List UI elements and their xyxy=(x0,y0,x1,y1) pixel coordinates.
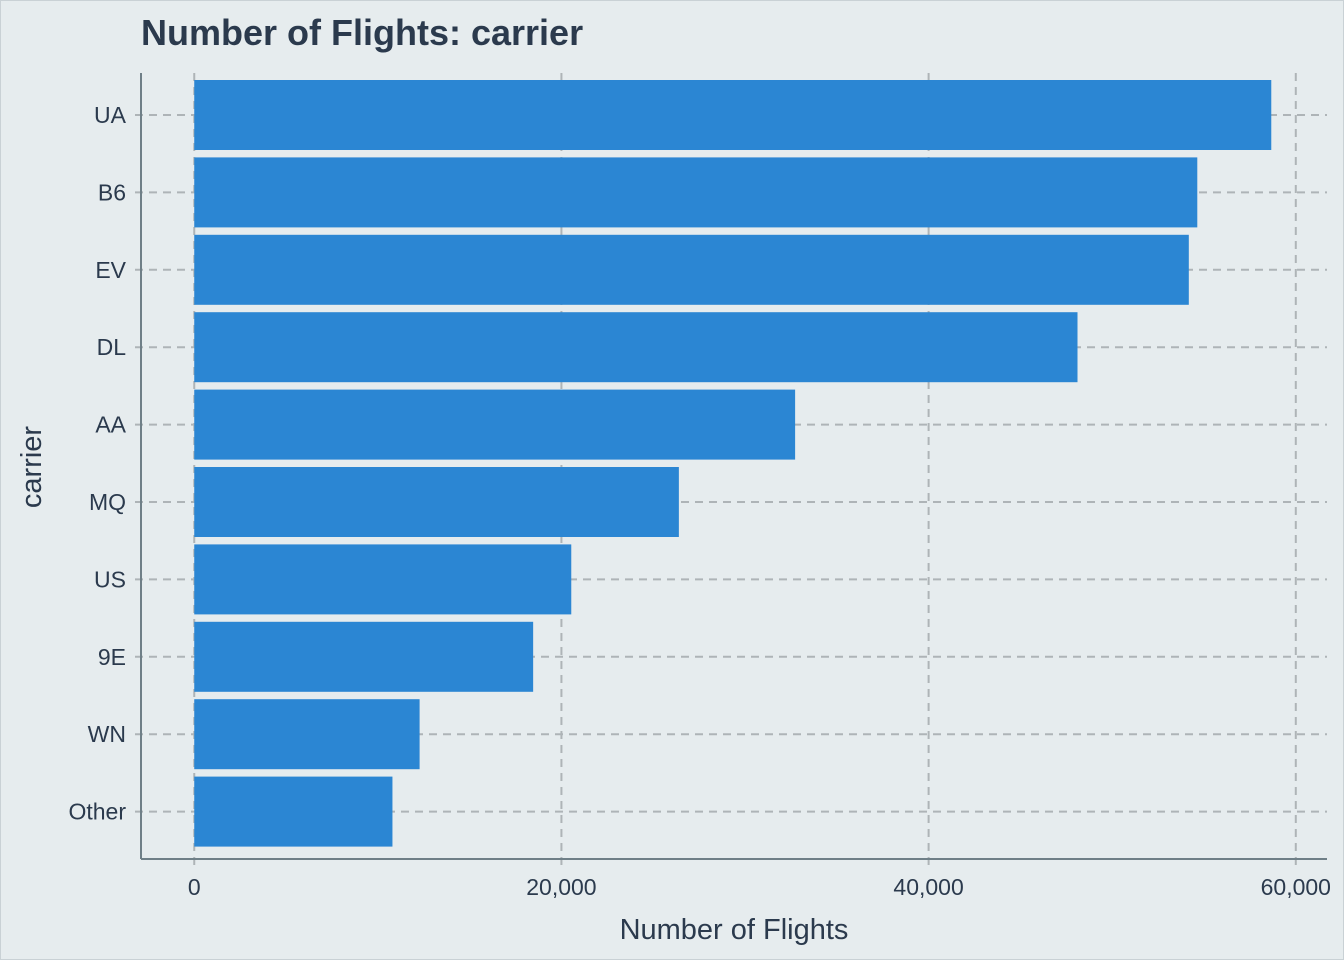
x-axis-title: Number of Flights xyxy=(620,914,849,946)
x-tick-labels: 0 20,000 40,000 60,000 xyxy=(188,874,1331,900)
chart-title: Number of Flights: carrier xyxy=(141,12,583,53)
y-tick-labels: UA B6 EV DL AA MQ US 9E WN Other xyxy=(68,102,126,825)
y-tick-label-aa: AA xyxy=(95,412,126,438)
y-tick-label-other: Other xyxy=(68,799,126,825)
x-tick-label: 60,000 xyxy=(1261,874,1331,900)
y-tick-label-us: US xyxy=(94,566,126,592)
y-tick-label-b6: B6 xyxy=(98,179,126,205)
y-tick-label-wn: WN xyxy=(88,721,126,747)
y-tick-label-9e: 9E xyxy=(98,644,126,670)
y-tick-label-ev: EV xyxy=(95,257,126,283)
y-tick-label-ua: UA xyxy=(94,102,127,128)
bar-us xyxy=(194,544,572,615)
x-tick-label: 0 xyxy=(188,874,201,900)
y-tick-label-dl: DL xyxy=(97,334,127,360)
x-tick-label: 40,000 xyxy=(893,874,963,900)
bar-mq xyxy=(194,467,679,537)
axes xyxy=(140,73,1327,860)
bar-dl xyxy=(194,312,1078,383)
bar-other xyxy=(194,776,393,847)
bar-aa xyxy=(194,389,796,460)
x-tick-label: 20,000 xyxy=(526,874,596,900)
bar-b6 xyxy=(194,157,1198,228)
y-axis-title: carrier xyxy=(16,426,48,509)
bar-ua xyxy=(194,80,1272,150)
bar-wn xyxy=(194,699,420,770)
bars xyxy=(194,80,1272,847)
bar-9e xyxy=(194,621,534,692)
bar-ev xyxy=(194,234,1189,305)
y-tick-label-mq: MQ xyxy=(89,489,126,515)
